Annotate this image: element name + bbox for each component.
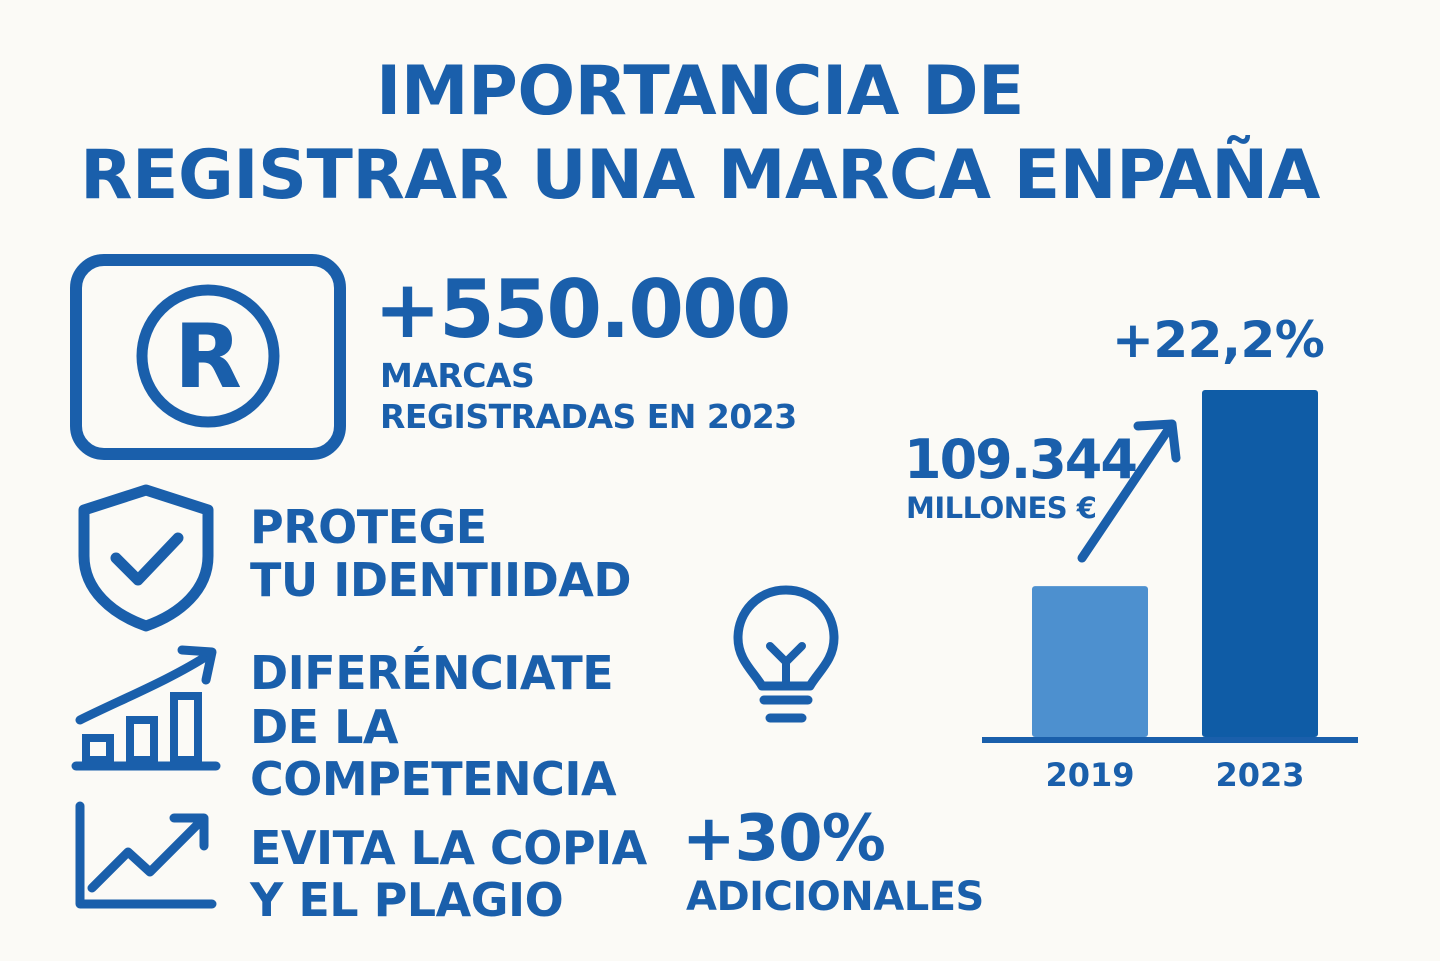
benefit-differentiate-line-3: COMPETENCIA bbox=[250, 752, 617, 806]
growth-arrow-icon bbox=[1077, 419, 1181, 563]
revenue-unit: MILLONES € bbox=[906, 491, 1097, 525]
registered-brands-label-line-1: MARCAS bbox=[380, 356, 535, 395]
growth-percent-label: +22,2% bbox=[1112, 311, 1325, 369]
benefit-differentiate-line-2: DE LA bbox=[250, 700, 399, 754]
page-title-line-1: IMPORTANCIA DE bbox=[376, 52, 1024, 131]
registered-trademark-icon: R bbox=[70, 254, 346, 460]
benefit-avoid-copy-line-1: EVITA LA COPIA bbox=[250, 821, 647, 875]
x-tick-2019: 2019 bbox=[1045, 756, 1134, 794]
revenue-bar-chart: 2019 2023 bbox=[982, 390, 1358, 794]
bar-2023 bbox=[1202, 390, 1318, 737]
trend-line-icon bbox=[75, 801, 217, 909]
x-tick-2023: 2023 bbox=[1215, 756, 1304, 794]
registered-brands-count: +550.000 bbox=[374, 263, 791, 356]
registered-brands-label-line-2: REGISTRADAS EN 2023 bbox=[380, 397, 797, 436]
benefit-protect-line-1: PROTEGE bbox=[250, 500, 487, 554]
bar-chart-growth-icon bbox=[71, 645, 221, 771]
additional-percent-label: ADICIONALES bbox=[686, 874, 984, 920]
benefit-avoid-copy-line-2: Y EL PLAGIO bbox=[250, 873, 564, 927]
bar-2019 bbox=[1032, 586, 1148, 737]
additional-percent-value: +30% bbox=[682, 802, 886, 876]
page-title-line-2: REGISTRAR UNA MARCA ENPAÑA bbox=[80, 136, 1320, 215]
revenue-value: 109.344 bbox=[904, 428, 1138, 491]
shield-check-icon bbox=[78, 484, 214, 632]
benefit-differentiate-line-1: DIFERÉNCIATE bbox=[250, 646, 614, 700]
lightbulb-icon bbox=[733, 585, 839, 723]
benefit-protect-line-2: TU IDENTIIDAD bbox=[250, 553, 632, 607]
svg-text:R: R bbox=[174, 305, 242, 408]
